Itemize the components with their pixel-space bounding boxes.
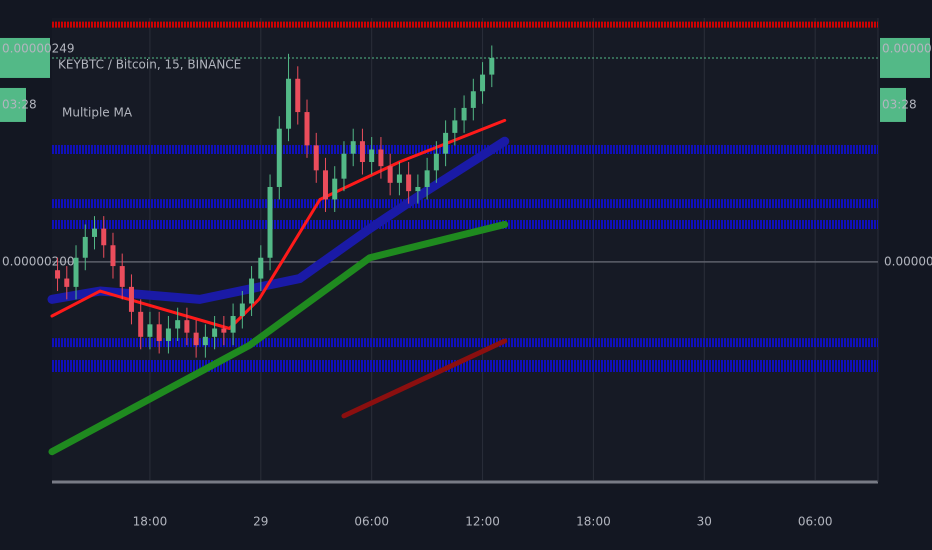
candle-body <box>193 332 199 346</box>
countdown-badge <box>0 87 26 122</box>
indicator-label: Multiple MA <box>62 106 133 120</box>
candle-body <box>249 278 255 304</box>
candle-body <box>341 153 347 179</box>
y-tick-label: 0.00000200 <box>884 254 932 268</box>
price-badge <box>0 37 50 78</box>
candle-body <box>424 170 430 187</box>
candle-body <box>184 320 190 333</box>
candle-body <box>286 78 292 129</box>
moving-average <box>48 220 509 456</box>
plot-area <box>52 18 878 480</box>
price-label: 0.00000249 <box>882 41 932 55</box>
x-tick-label: 29 <box>253 515 268 529</box>
candle-body <box>415 186 421 192</box>
candle-body <box>175 320 181 329</box>
candle-body <box>73 257 79 287</box>
x-tick-label: 06:00 <box>798 515 833 529</box>
moving-average <box>341 338 508 419</box>
candle-body <box>369 149 375 163</box>
x-tick-label: 18:00 <box>576 515 611 529</box>
candle-body <box>443 132 449 154</box>
price-badge <box>880 37 930 78</box>
candle-body <box>276 128 282 187</box>
candle-body <box>378 149 384 167</box>
candle-body <box>470 91 476 108</box>
y-tick-label: 0.00000200 <box>2 254 75 268</box>
candle-body <box>267 186 273 258</box>
candle-body <box>147 324 153 337</box>
candle-body <box>359 141 365 163</box>
candle-body <box>82 236 88 258</box>
candle-body <box>64 278 70 287</box>
candle-body <box>239 303 245 317</box>
candle-body <box>480 74 486 92</box>
candle-body <box>138 311 144 337</box>
candle-body <box>55 270 61 279</box>
candle-body <box>156 324 162 341</box>
candle-body <box>313 145 319 171</box>
candle-body <box>165 328 171 341</box>
candle-body <box>101 228 107 246</box>
candle-body <box>322 170 328 200</box>
candle-body <box>396 174 402 183</box>
countdown: 03:28 <box>882 97 917 111</box>
countdown-badge <box>880 87 906 122</box>
candle-body <box>332 178 338 200</box>
candle-body <box>212 328 218 337</box>
chart-title: KEYBTC / Bitcoin, 15, BINANCE <box>58 58 241 72</box>
candle-body <box>433 153 439 171</box>
candle-body <box>92 228 98 237</box>
candle-body <box>461 107 467 121</box>
candle-body <box>221 328 227 333</box>
x-tick-label: 12:00 <box>465 515 500 529</box>
candle-body <box>230 316 236 333</box>
candle-body <box>258 257 264 279</box>
candle-body <box>128 286 134 312</box>
x-tick-label: 30 <box>697 515 712 529</box>
candle-body <box>202 336 208 346</box>
candle-body <box>295 78 301 113</box>
price-label: 0.00000249 <box>2 41 75 55</box>
candle-body <box>489 57 495 75</box>
candle-body <box>110 245 116 267</box>
candle-body <box>452 120 458 133</box>
x-tick-label: 18:00 <box>133 515 168 529</box>
candle-body <box>350 141 356 154</box>
x-tick-label: 06:00 <box>354 515 389 529</box>
candle-body <box>406 174 412 192</box>
countdown: 03:28 <box>2 97 37 111</box>
candle-body <box>387 166 393 183</box>
candle-body <box>119 266 125 287</box>
candle-body <box>304 112 310 146</box>
